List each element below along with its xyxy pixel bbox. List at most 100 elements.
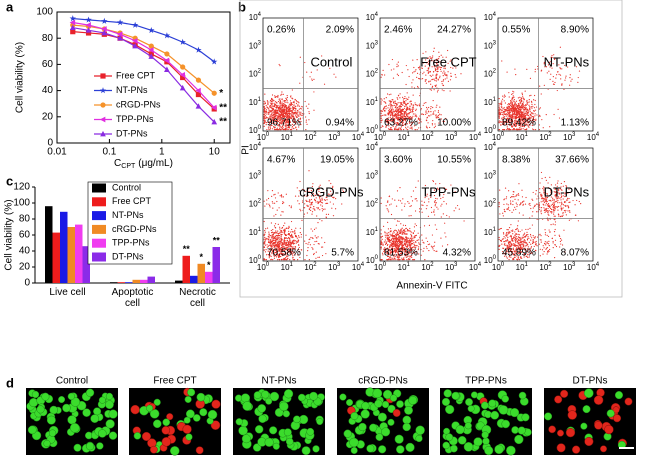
log-tick-label: 100 (257, 132, 270, 143)
event-dot (395, 238, 396, 239)
event-dot (288, 227, 289, 228)
event-dot (291, 205, 292, 206)
event-dot (273, 238, 274, 239)
event-dot (523, 111, 524, 112)
event-dot (301, 115, 302, 116)
event-dot (505, 237, 506, 238)
event-dot (513, 106, 514, 107)
tick-exponent: 2 (258, 198, 262, 204)
event-dot (508, 243, 509, 244)
event-dot (501, 241, 502, 242)
event-dot (533, 239, 534, 240)
event-dot (396, 111, 397, 112)
event-dot (390, 240, 391, 241)
event-dot (433, 71, 434, 72)
event-dot (512, 109, 513, 110)
event-dot (278, 207, 279, 208)
event-dot (402, 113, 403, 114)
event-dot (382, 239, 383, 240)
event-dot (535, 236, 536, 237)
event-dot (523, 237, 524, 238)
event-dot (381, 115, 382, 116)
event-dot (277, 95, 278, 96)
event-dot (539, 188, 540, 189)
quadrant-ul: 0.55% (502, 25, 530, 36)
event-dot (501, 102, 502, 103)
event-dot (283, 202, 284, 203)
event-dot (275, 244, 276, 245)
tick-exponent: 2 (313, 262, 317, 268)
event-dot (382, 236, 383, 237)
event-dot (515, 240, 516, 241)
event-dot (531, 106, 532, 107)
event-dot (432, 120, 433, 121)
event-dot (313, 208, 314, 209)
quadrant-ul: 0.26% (267, 25, 295, 36)
event-dot (284, 115, 285, 116)
event-dot (579, 201, 580, 202)
event-dot (516, 245, 517, 246)
event-dot (398, 243, 399, 244)
event-dot (396, 225, 397, 226)
event-dot (296, 103, 297, 104)
event-dot (528, 105, 529, 106)
event-dot (272, 99, 273, 100)
event-dot (432, 180, 433, 181)
event-dot (310, 207, 311, 208)
event-dot (269, 235, 270, 236)
event-dot (277, 231, 278, 232)
event-dot (384, 114, 385, 115)
event-dot (277, 105, 278, 106)
event-dot (499, 118, 500, 119)
event-dot (428, 244, 429, 245)
event-dot (562, 216, 563, 217)
event-dot (381, 111, 382, 112)
event-dot (415, 198, 416, 199)
event-dot (279, 65, 280, 66)
event-dot (433, 79, 434, 80)
x-tick-label: 1 (159, 147, 165, 158)
event-dot (387, 93, 388, 94)
event-dot (434, 209, 435, 210)
event-dot (513, 259, 514, 260)
marker (211, 58, 217, 64)
event-dot (432, 79, 433, 80)
event-dot (396, 108, 397, 109)
tick-exponent: 0 (375, 125, 379, 131)
event-dot (299, 106, 300, 107)
event-dot (409, 76, 410, 77)
event-dot (264, 237, 265, 238)
event-dot (312, 211, 313, 212)
event-dot (414, 244, 415, 245)
event-dot (266, 105, 267, 106)
event-dot (545, 204, 546, 205)
event-dot (395, 239, 396, 240)
event-dot (415, 69, 416, 70)
event-dot (521, 238, 522, 239)
event-dot (292, 115, 293, 116)
event-dot (278, 192, 279, 193)
event-dot (264, 94, 265, 95)
event-dot (512, 97, 513, 98)
event-dot (578, 220, 579, 221)
event-dot (407, 109, 408, 110)
event-dot (282, 105, 283, 106)
event-dot (398, 114, 399, 115)
event-dot (288, 106, 289, 107)
event-dot (534, 242, 535, 243)
event-dot (313, 110, 314, 111)
event-dot (434, 123, 435, 124)
event-dot (397, 110, 398, 111)
event-dot (508, 233, 509, 234)
event-dot (267, 190, 268, 191)
event-dot (310, 244, 311, 245)
event-dot (511, 230, 512, 231)
event-dot (514, 235, 515, 236)
event-dot (513, 97, 514, 98)
bar (133, 280, 141, 283)
event-dot (541, 119, 542, 120)
event-dot (426, 83, 427, 84)
event-dot (427, 127, 428, 128)
event-dot (572, 200, 573, 201)
event-dot (405, 105, 406, 106)
